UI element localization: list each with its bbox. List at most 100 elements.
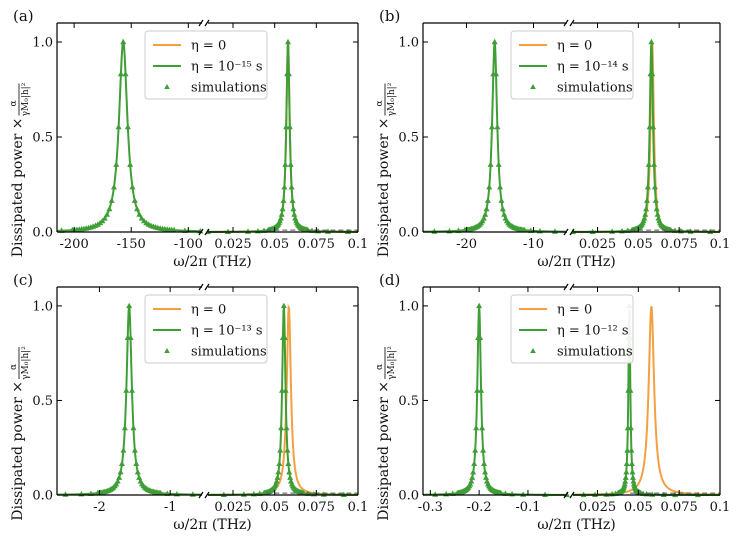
y-tick-label: 1.0 — [32, 36, 53, 51]
simulation-marker — [483, 474, 490, 480]
simulation-marker — [629, 468, 636, 475]
panel-d: -0.3 -0.2 -0.1 0.025 0.05 0.075 0.1 0.0 0.5 1.0 (d… — [375, 271, 730, 533]
simulation-marker — [653, 205, 660, 212]
simulation-marker — [300, 489, 307, 496]
simulation-marker — [291, 211, 298, 217]
simulation-marker — [289, 197, 296, 203]
simulation-marker — [282, 161, 289, 167]
y-tick-label: 0.0 — [398, 489, 419, 504]
x-tick-label: 0.075 — [298, 237, 335, 252]
x-tick-label: 0.025 — [214, 237, 251, 252]
simulation-marker — [282, 387, 289, 393]
simulation-marker — [580, 491, 587, 498]
simulation-marker — [115, 123, 122, 130]
simulation-marker — [129, 387, 136, 393]
simulation-marker — [285, 38, 291, 45]
y-tick-label: 0.5 — [32, 394, 53, 409]
simulation-marker — [629, 474, 636, 480]
simulation-marker — [643, 205, 650, 212]
x-tick-label: 0.025 — [214, 500, 251, 515]
simulation-marker — [120, 447, 127, 453]
simulation-marker — [106, 205, 113, 212]
simulation-marker — [220, 491, 227, 497]
simulation-marker — [592, 491, 599, 497]
x-tick-label: -20 — [456, 237, 477, 252]
axis-break-bottom — [563, 228, 575, 236]
simulation-marker — [471, 460, 478, 467]
x-tick-label: -200 — [60, 237, 89, 252]
simulation-marker — [273, 478, 280, 484]
simulation-marker — [483, 205, 490, 212]
simulation-marker — [644, 183, 651, 190]
axis-break-top — [563, 19, 575, 27]
x-tick-label: -150 — [117, 237, 146, 252]
x-tick-label: -10 — [523, 237, 544, 252]
panel-b: -20 -10 0.025 0.05 0.075 0.1 0.0 0.5 1.0 (b) ω/2π … — [375, 7, 730, 270]
simulation-marker — [276, 460, 283, 467]
simulation-marker — [123, 387, 130, 393]
simulation-marker — [285, 460, 292, 467]
simulation-marker — [114, 478, 121, 484]
simulation-marker — [482, 211, 489, 217]
x-tick-label: 0.1 — [348, 237, 369, 252]
axis-break-bottom — [198, 491, 210, 499]
legend-marker — [530, 84, 536, 89]
x-tick-label: 0.025 — [579, 500, 616, 515]
simulation-marker — [280, 302, 287, 309]
simulation-marker — [624, 447, 631, 453]
simulation-marker — [116, 474, 123, 480]
axis-break-top — [198, 19, 210, 27]
simulation-marker — [484, 197, 491, 203]
y-tick-label: 0.5 — [32, 131, 53, 146]
y-axis-label-text: Dissipated power × — [376, 118, 392, 258]
simulation-marker — [340, 491, 347, 497]
legend: η = 0 η = 10⁻¹³ s simulations — [144, 294, 268, 364]
simulation-marker — [480, 447, 487, 453]
simulation-marker — [642, 211, 649, 217]
legend-label: η = 10⁻¹³ s — [191, 324, 263, 339]
simulation-marker — [284, 447, 291, 453]
panel-label: (d) — [379, 271, 400, 289]
legend-label: η = 10⁻¹⁴ s — [557, 60, 629, 75]
simulation-marker — [469, 474, 476, 480]
y-axis-label-numerator: α — [9, 100, 19, 106]
x-tick-label: -0.1 — [515, 500, 540, 515]
y-axis-label: Dissipated power × α γM₀|h|² — [9, 346, 31, 521]
x-tick-label: -2 — [93, 500, 106, 515]
simulation-marker — [286, 468, 293, 475]
x-tick-label: 0.05 — [260, 237, 289, 252]
x-axis-label: ω/2π (THz) — [537, 254, 616, 270]
legend-label: η = 0 — [191, 303, 226, 318]
simulation-marker — [280, 197, 287, 203]
panel-label: (c) — [13, 271, 33, 289]
simulation-marker — [498, 197, 505, 203]
y-axis-label-numerator: α — [9, 364, 19, 370]
simulation-marker — [157, 489, 164, 496]
simulation-marker — [481, 460, 488, 467]
y-tick-label: 0.0 — [32, 489, 53, 504]
simulation-marker — [288, 183, 295, 190]
x-tick-label: 0.075 — [298, 500, 335, 515]
y-axis-label-text: Dissipated power × — [10, 118, 26, 258]
legend-label: simulations — [191, 81, 267, 96]
y-axis-label-denominator: γM₀|h|² — [21, 346, 31, 380]
simulation-marker — [122, 70, 129, 77]
y-tick-label: 1.0 — [398, 299, 419, 314]
simulation-marker — [304, 226, 311, 233]
y-axis-label-denominator: γM₀|h|² — [21, 82, 31, 116]
simulation-marker — [281, 334, 288, 340]
simulation-marker — [108, 197, 115, 203]
simulation-marker — [667, 226, 674, 233]
simulation-marker — [171, 226, 178, 233]
simulation-marker — [278, 424, 285, 431]
legend: η = 0 η = 10⁻¹⁴ s simulations — [510, 30, 634, 100]
simulation-marker — [495, 161, 502, 167]
x-tick-label: 0.1 — [710, 237, 731, 252]
simulation-marker — [124, 123, 131, 130]
y-tick-label: 0.0 — [32, 226, 53, 241]
simulation-marker — [623, 460, 630, 467]
y-axis-label: Dissipated power × α γM₀|h|² — [375, 346, 397, 521]
simulation-marker — [672, 491, 679, 498]
simulation-marker — [120, 38, 127, 45]
legend-label: η = 10⁻¹⁵ s — [191, 60, 263, 75]
